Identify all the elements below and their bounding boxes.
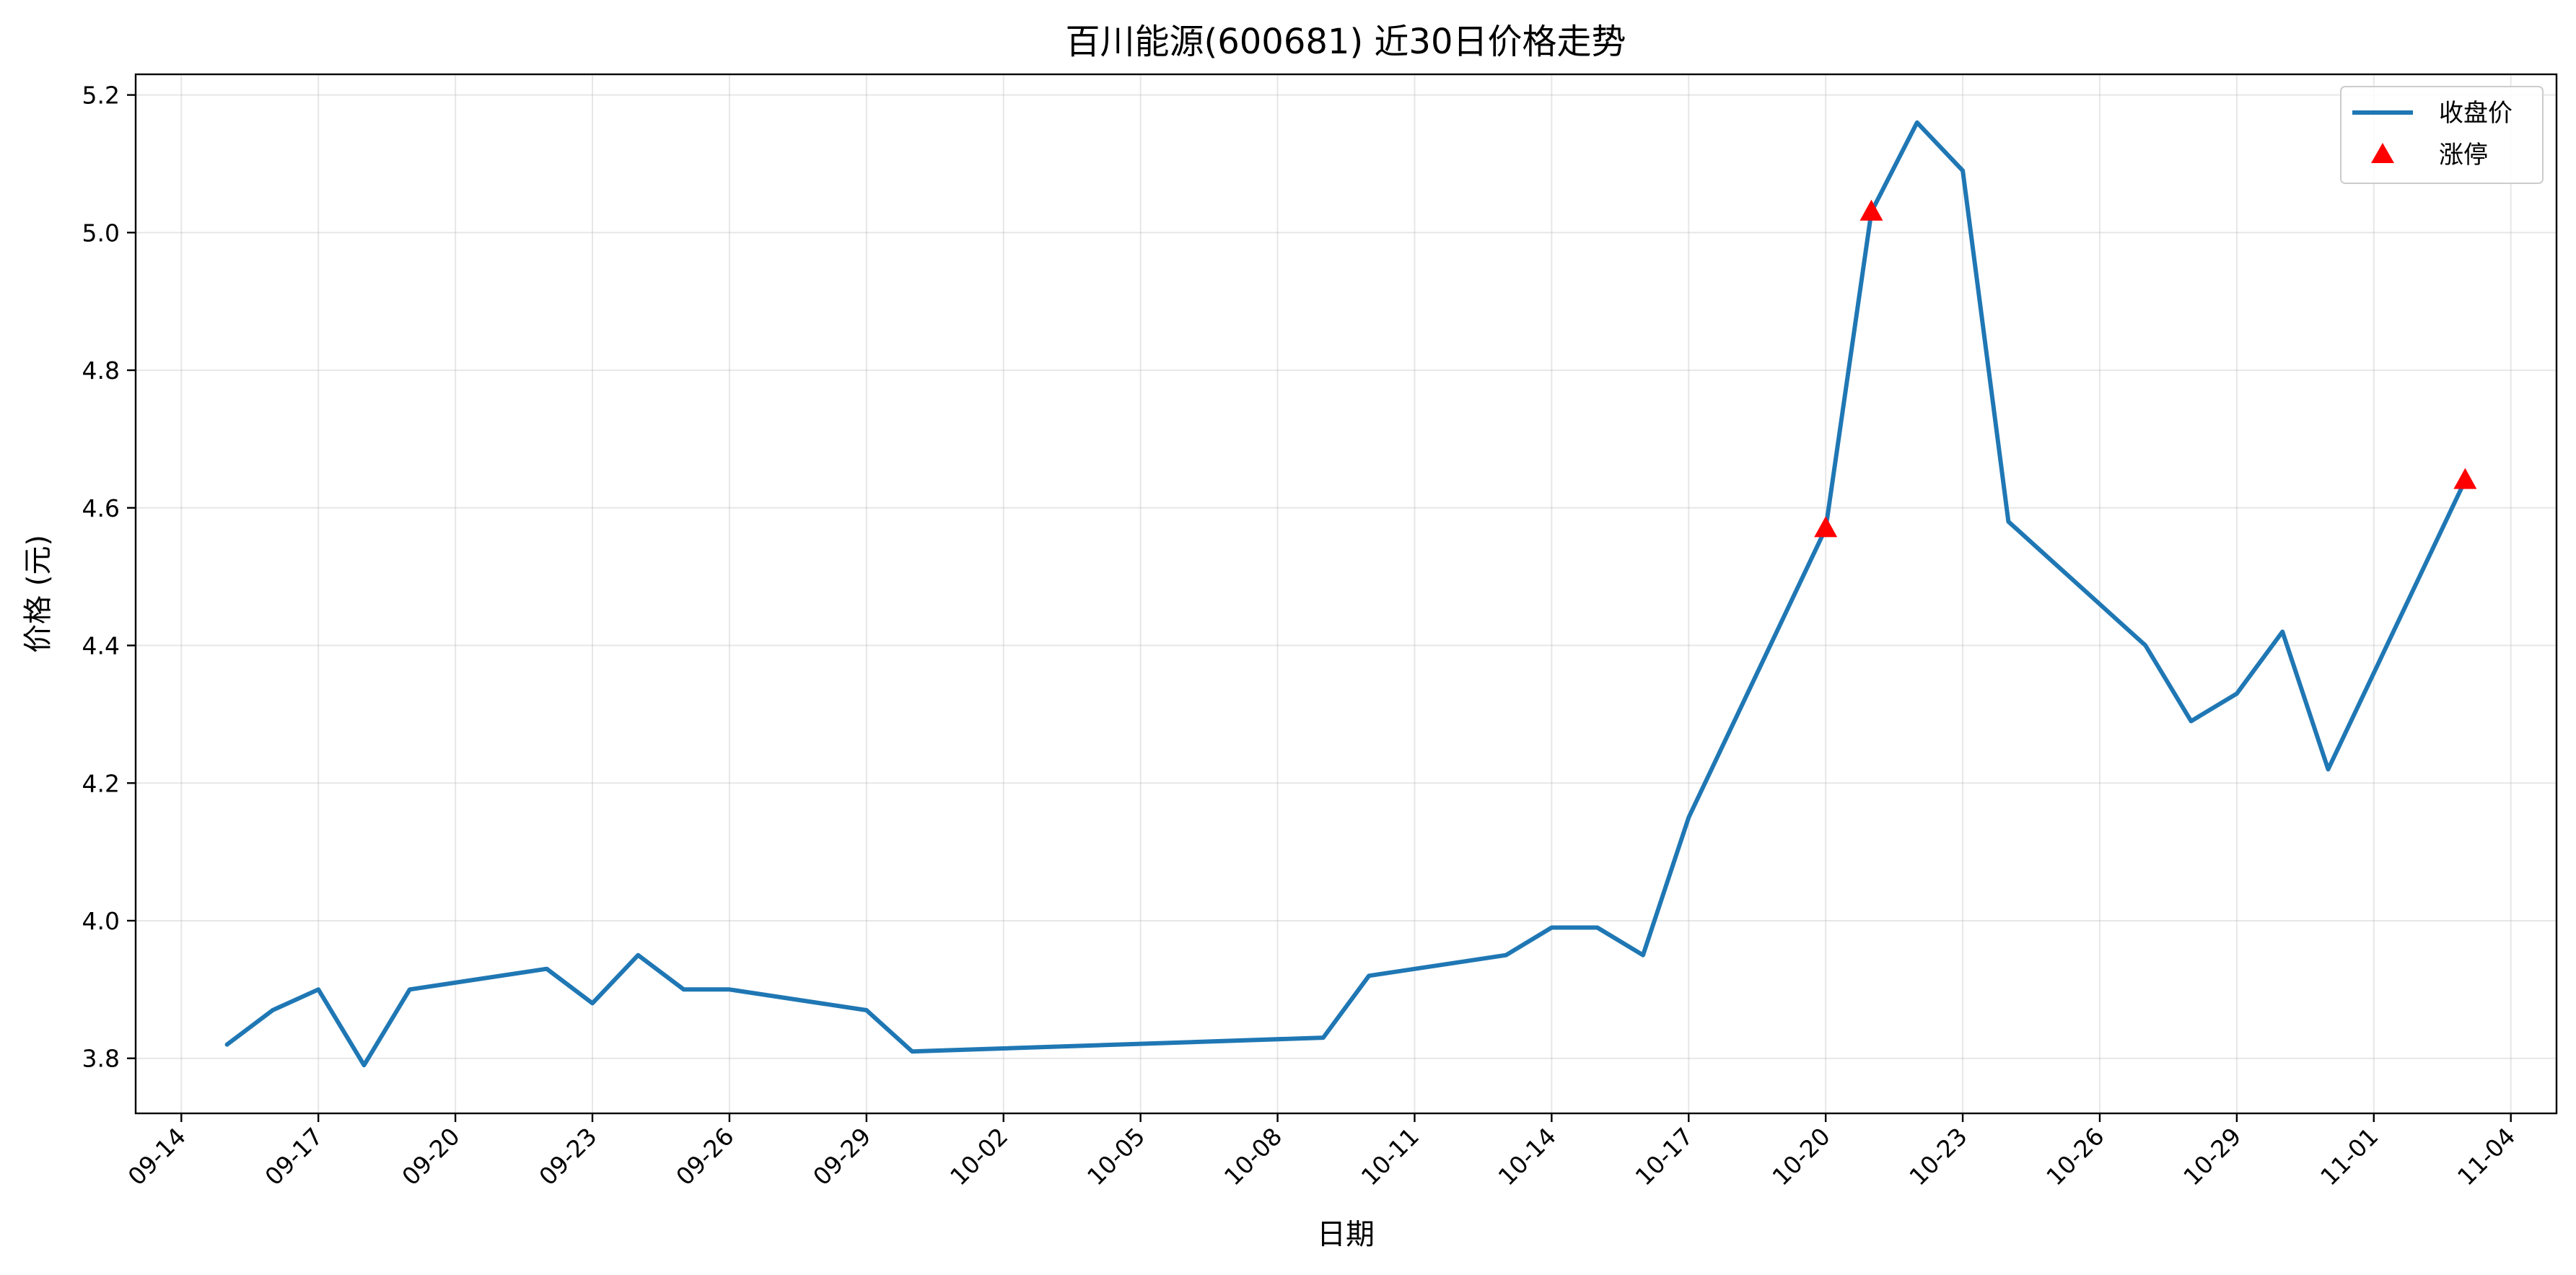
y-tick-label: 5.0 [82, 219, 120, 247]
limit-up-marker [1814, 516, 1838, 538]
y-tick-label: 5.2 [82, 82, 120, 110]
grid [136, 74, 2557, 1113]
legend-label-limit-up: 涨停 [2439, 141, 2488, 170]
plot-frame [134, 73, 2558, 1115]
chart-title: 百川能源(600681) 近30日价格走势 [1065, 22, 1626, 62]
legend-label-close: 收盘价 [2439, 99, 2513, 128]
y-axis-title: 价格 (元) [22, 535, 55, 653]
limit-up-marker [2453, 468, 2477, 489]
x-axis-title: 日期 [1317, 1218, 1375, 1251]
y-tick-label: 4.2 [82, 769, 120, 797]
y-tick-label: 4.4 [82, 632, 120, 660]
y-tick-label: 4.0 [82, 907, 120, 935]
close-price-line [224, 120, 2468, 1068]
limit-up-markers [1814, 199, 2477, 538]
y-tick-label: 3.8 [82, 1045, 120, 1073]
legend: 收盘价 涨停 [2340, 86, 2544, 184]
y-tick-label: 4.6 [82, 494, 120, 522]
series [224, 120, 2468, 1068]
y-tick-label: 4.8 [82, 356, 120, 385]
limit-up-marker [1859, 199, 1883, 221]
legend-triangle-swatch [2371, 143, 2394, 163]
